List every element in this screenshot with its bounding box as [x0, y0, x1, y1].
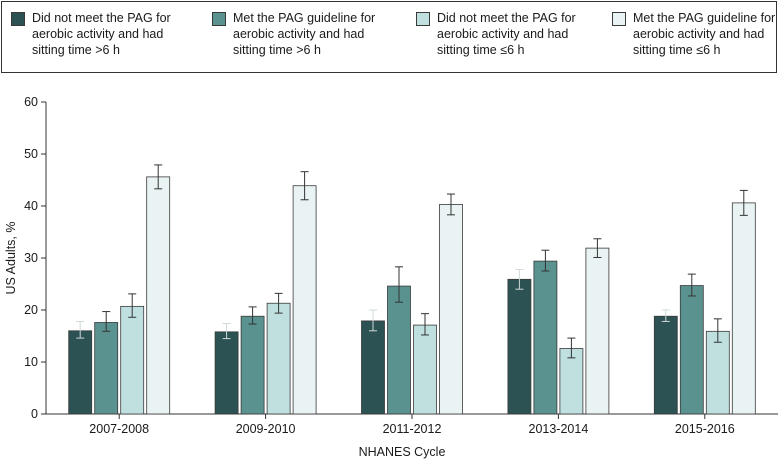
y-tick-label: 30 — [24, 251, 38, 265]
bar — [266, 302, 291, 415]
bar — [439, 204, 463, 415]
bar — [533, 260, 558, 415]
y-tick-label: 40 — [24, 199, 38, 213]
bar — [507, 278, 532, 415]
bar — [679, 285, 704, 415]
bar — [387, 285, 411, 415]
bar — [705, 330, 730, 415]
bar — [146, 176, 171, 415]
bar — [94, 322, 119, 415]
chart-legend: Did not meet the PAG for aerobic activit… — [1, 1, 777, 73]
y-tick-label: 60 — [24, 95, 38, 109]
bar — [214, 331, 239, 415]
legend-label-1: Did not meet the PAG for aerobic activit… — [32, 11, 171, 57]
x-tick-label: 2015-2016 — [675, 422, 735, 436]
bar — [120, 305, 145, 415]
y-tick-label: 10 — [24, 355, 38, 369]
legend-swatch-2 — [212, 12, 226, 26]
bar — [731, 202, 756, 415]
chart-axes: 0 10 20 30 40 50 60 2007-2008 2009-2010 2011-2012… — [24, 95, 778, 436]
y-tick-label: 20 — [24, 303, 38, 317]
x-tick-label: 2009-2010 — [236, 422, 296, 436]
legend-label-4: Met the PAG guideline for aerobic activi… — [633, 11, 776, 57]
x-axis-label: NHANES Cycle — [359, 445, 446, 459]
chart-bars — [68, 164, 756, 415]
x-tick-label: 2011-2012 — [383, 422, 442, 436]
bar — [413, 324, 437, 415]
bar — [585, 247, 610, 415]
x-tick-label: 2007-2008 — [89, 422, 149, 436]
bar — [68, 330, 93, 415]
legend-swatch-4 — [612, 12, 626, 26]
legend-label-3: Did not meet the PAG for aerobic activit… — [437, 11, 576, 57]
bar — [361, 320, 385, 415]
bar — [292, 185, 317, 415]
x-tick-label: 2013-2014 — [529, 422, 589, 436]
y-tick-label: 0 — [31, 407, 38, 421]
legend-swatch-3 — [416, 12, 430, 26]
legend-swatch-1 — [11, 12, 25, 26]
y-tick-label: 50 — [24, 147, 38, 161]
bar — [653, 315, 678, 415]
legend-label-2: Met the PAG guideline for aerobic activi… — [233, 11, 376, 57]
bar — [240, 315, 265, 415]
y-axis-label: US Adults, % — [4, 222, 18, 295]
